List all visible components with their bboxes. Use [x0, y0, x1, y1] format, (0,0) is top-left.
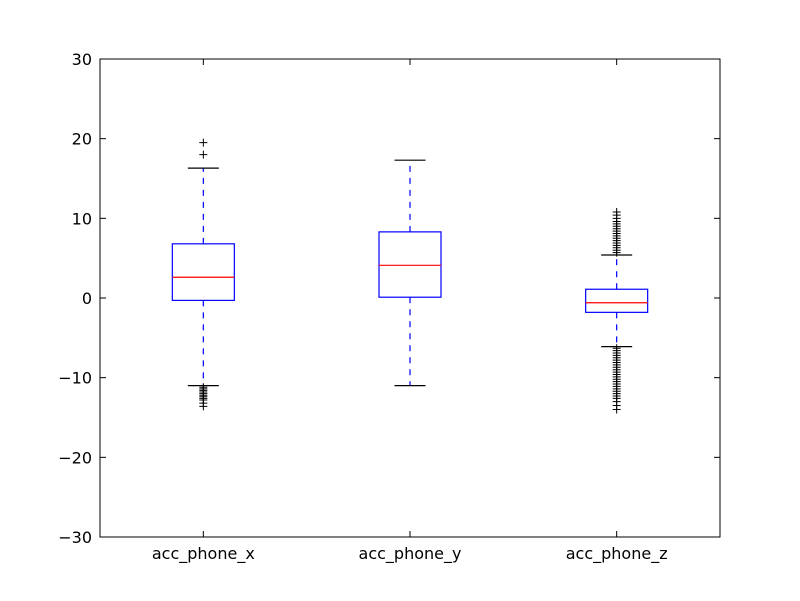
box-acc_phone_x	[171, 138, 235, 411]
y-tick-label: 20	[72, 130, 92, 149]
iqr-box	[378, 231, 442, 298]
axis-ticks: −30 −20 −10 0 10 20 30 acc_phone_x acc_phone_y ac…	[58, 50, 720, 564]
x-tick-label: acc_phone_z	[566, 544, 668, 564]
flier-point	[199, 138, 208, 147]
y-tick-label: −20	[58, 448, 92, 467]
flier-point	[612, 207, 621, 216]
iqr-box	[171, 243, 235, 301]
box-acc_phone_z	[585, 207, 649, 414]
y-tick-label: −10	[58, 369, 92, 388]
x-tick-label: acc_phone_y	[359, 544, 462, 564]
x-tick-label: acc_phone_x	[152, 544, 255, 564]
flier-point	[199, 402, 208, 411]
plot-area	[171, 138, 649, 414]
flier-point	[612, 405, 621, 414]
y-tick-label: −30	[58, 528, 92, 547]
y-tick-label: 10	[72, 209, 92, 228]
iqr-box	[585, 288, 649, 313]
axes-frame	[99, 58, 721, 538]
y-tick-label: 30	[72, 50, 92, 69]
box-acc_phone_y	[378, 159, 442, 387]
y-tick-label: 0	[82, 289, 92, 308]
flier-point	[199, 150, 208, 159]
